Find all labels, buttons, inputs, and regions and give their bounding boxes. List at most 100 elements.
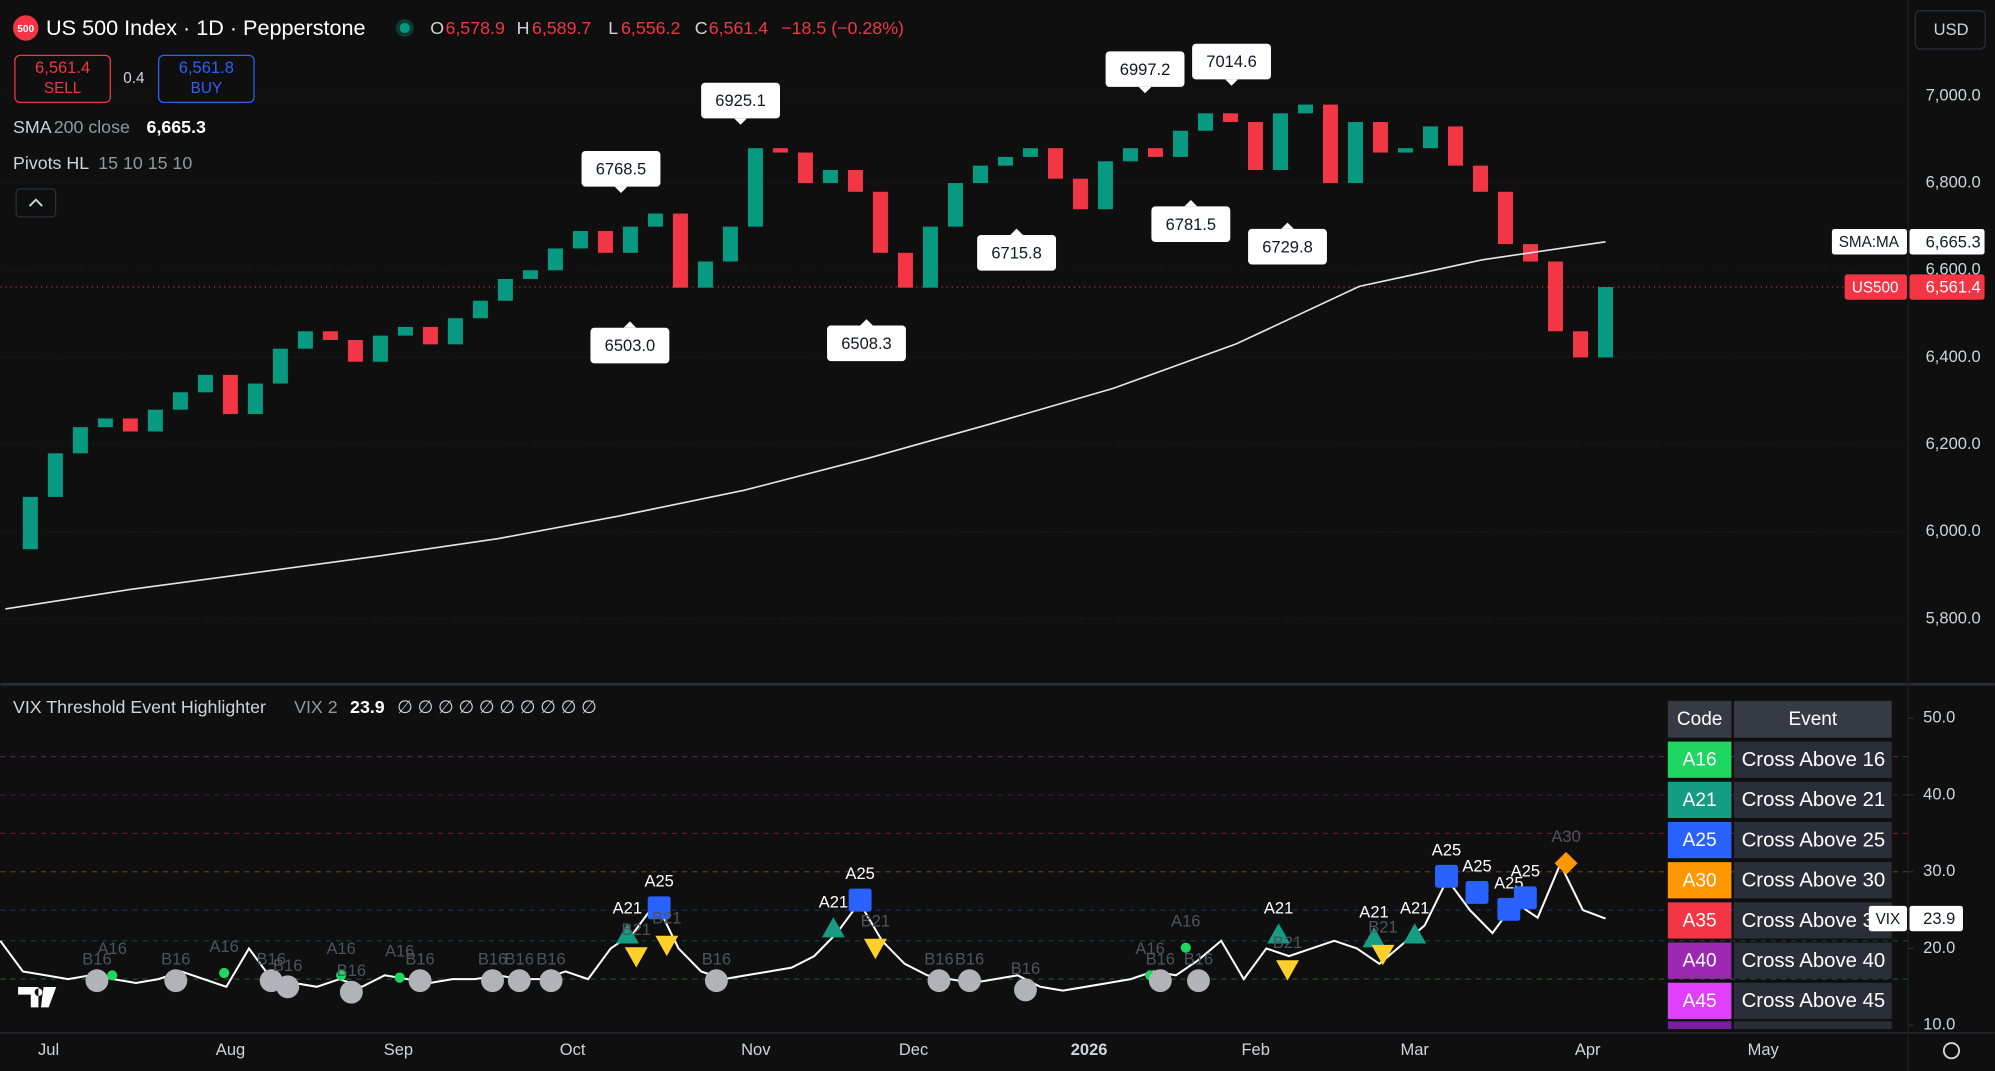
candle-body xyxy=(1322,104,1338,184)
event-cell xyxy=(1733,942,1892,979)
event-label: B16 xyxy=(1011,959,1040,978)
event-marker xyxy=(1276,960,1299,981)
candle-body xyxy=(922,226,938,288)
event-marker xyxy=(394,972,405,983)
pivot-box xyxy=(977,235,1057,271)
pivot-pointer xyxy=(1010,228,1023,236)
event-marker xyxy=(107,970,118,981)
candle-body xyxy=(722,226,738,262)
event-marker xyxy=(507,969,531,993)
table-header-cell xyxy=(1733,700,1892,738)
candle-body xyxy=(1422,126,1438,149)
event-marker xyxy=(1371,944,1395,966)
y-tick-label: 20.0 xyxy=(1923,938,1955,957)
collapse-button[interactable] xyxy=(15,188,57,218)
candle-body xyxy=(172,392,188,410)
event-label: A30 xyxy=(1551,827,1580,846)
candle-body xyxy=(597,231,613,253)
event-marker xyxy=(339,980,363,1004)
pivot-pointer xyxy=(860,319,873,326)
sma-name: SMA:MA xyxy=(1839,234,1900,251)
pivot-pointer xyxy=(1138,86,1152,94)
candle-body xyxy=(1022,148,1038,157)
event-marker xyxy=(647,896,671,920)
candle-body xyxy=(547,248,563,271)
candle-body xyxy=(372,335,388,362)
event-label: B16 xyxy=(924,950,953,969)
candle-body xyxy=(1598,287,1614,358)
candle-body xyxy=(1297,104,1313,114)
last-value: 6,561.4 xyxy=(1926,278,1981,297)
event-label: A16 xyxy=(98,939,127,958)
event-marker xyxy=(1465,881,1489,904)
table-row-partial xyxy=(1733,1021,1892,1030)
event-marker xyxy=(958,969,981,993)
vix-name-box xyxy=(1868,905,1907,932)
event-label: B16 xyxy=(405,950,434,969)
ohlc-value: 6,561.4 xyxy=(709,18,768,38)
code-text: A16 xyxy=(1683,750,1717,771)
vix-value-box xyxy=(1909,905,1963,932)
candle-body xyxy=(947,183,963,227)
event-text: Cross Above 30 xyxy=(1742,870,1886,892)
candle-body xyxy=(1197,113,1213,131)
candle-body xyxy=(122,418,138,432)
pivot-pointer xyxy=(614,186,628,193)
sell-button[interactable] xyxy=(14,54,111,104)
table-header: Code xyxy=(1677,709,1723,730)
pivot-label: 7014.6 xyxy=(1206,52,1257,71)
event-cell xyxy=(1733,902,1892,939)
event-label: B21 xyxy=(1273,933,1302,952)
x-tick-label: Jul xyxy=(38,1040,59,1059)
last-name-box xyxy=(1844,274,1907,300)
pivot-label: 6715.8 xyxy=(991,243,1042,262)
candle-body xyxy=(847,169,863,192)
event-label: A25 xyxy=(644,872,673,891)
vix-value: 23.9 xyxy=(350,697,385,717)
candle-body xyxy=(422,326,438,345)
grid-layer xyxy=(0,95,1914,1026)
event-marker xyxy=(1267,923,1291,944)
y-tick-label: 6,800.0 xyxy=(1926,172,1981,191)
code-text: A40 xyxy=(1683,951,1717,972)
pivot-pointer xyxy=(1281,222,1294,229)
candle-body xyxy=(1272,113,1288,170)
event-marker xyxy=(1180,942,1191,953)
code-cell xyxy=(1667,781,1732,819)
x-tick-label: Apr xyxy=(1575,1040,1601,1059)
table-header-cell xyxy=(1667,700,1732,738)
code-cell xyxy=(1667,902,1732,939)
pivot-label: 6768.5 xyxy=(596,159,647,178)
y-tick-label: 5,800.0 xyxy=(1926,608,1981,627)
settings-icon[interactable] xyxy=(1942,1042,1961,1060)
vix-placeholders: ∅ ∅ ∅ ∅ ∅ ∅ ∅ ∅ ∅ ∅ xyxy=(397,697,597,717)
candle-body xyxy=(797,152,813,184)
x-tick-label: Oct xyxy=(560,1040,586,1059)
candle-body xyxy=(822,169,838,184)
candle-body xyxy=(1397,148,1413,153)
candle-body xyxy=(322,331,338,340)
table-row-partial xyxy=(1667,1021,1732,1030)
event-text: Cross Above 25 xyxy=(1742,829,1886,851)
event-label: A25 xyxy=(1432,840,1461,859)
buy-button[interactable] xyxy=(157,54,255,104)
sell-label: SELL xyxy=(44,80,81,97)
ohlc-value: 6,578.9 xyxy=(445,18,504,38)
event-label: B21 xyxy=(652,909,681,928)
indicator-name: SMA xyxy=(13,117,52,137)
event-label: B16 xyxy=(1146,950,1175,969)
currency-button[interactable] xyxy=(1914,10,1986,50)
candle-body xyxy=(1147,148,1163,157)
x-tick-label: Feb xyxy=(1241,1040,1269,1059)
pivot-box xyxy=(701,82,780,119)
event-marker xyxy=(1362,927,1386,948)
event-label: A25 xyxy=(1511,862,1540,881)
event-label: B16 xyxy=(82,950,111,969)
last-name: US500 xyxy=(1852,279,1899,296)
event-label: B16 xyxy=(257,950,286,969)
event-marker xyxy=(927,969,951,993)
candle-body xyxy=(972,165,988,184)
